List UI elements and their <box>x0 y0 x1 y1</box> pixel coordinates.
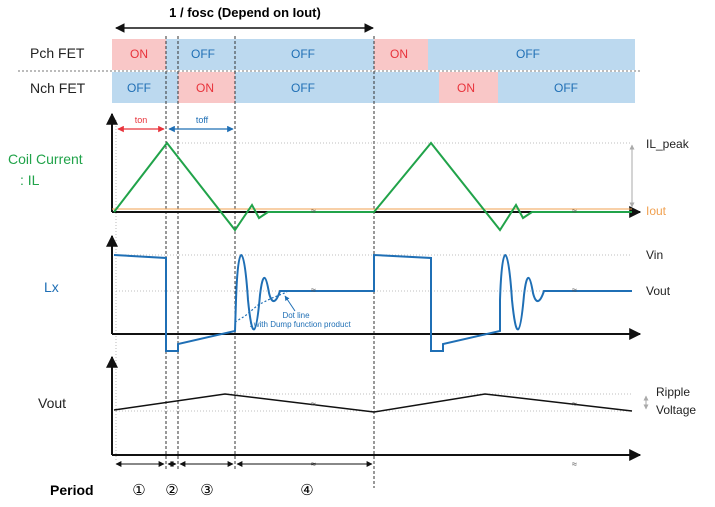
nch-on-2-text: ON <box>457 81 475 95</box>
ripple-label-2: Voltage <box>656 403 696 417</box>
ton-label: ton <box>135 115 148 125</box>
nch-fet-label: Nch FET <box>30 80 86 96</box>
lx-dump-dotline <box>234 291 288 323</box>
pch-seg-on-1 <box>112 39 166 70</box>
nch-seg-on-1 <box>178 72 235 103</box>
vout-waveform <box>113 393 633 413</box>
toff-label: toff <box>196 115 209 125</box>
nch-seg-on-2 <box>439 72 498 103</box>
pch-off-3-text: OFF <box>516 47 540 61</box>
svg-text:≈: ≈ <box>311 206 316 216</box>
iout-label: Iout <box>646 204 667 218</box>
il-peak-label: IL_peak <box>646 137 690 151</box>
pch-seg-off-1 <box>166 39 374 70</box>
period-label: Period <box>50 482 94 498</box>
pch-on-1-text: ON <box>130 47 148 61</box>
coil-current-label-1: Coil Current <box>8 151 83 167</box>
pch-seg-on-2 <box>374 39 428 70</box>
coil-current-waveform <box>113 141 632 232</box>
svg-text:≈: ≈ <box>572 399 577 409</box>
lx-label: Lx <box>44 279 59 295</box>
vin-label: Vin <box>646 248 663 262</box>
svg-text:≈: ≈ <box>311 285 316 295</box>
pch-off-1-text: OFF <box>191 47 215 61</box>
svg-text:≈: ≈ <box>311 399 316 409</box>
lx-vout-label: Vout <box>646 284 671 298</box>
nch-on-1-text: ON <box>196 81 214 95</box>
period-marker-4: ④ <box>300 482 313 499</box>
period-marker-3: ③ <box>200 482 213 499</box>
ripple-label-1: Ripple <box>656 385 690 399</box>
svg-text:≈: ≈ <box>572 206 577 216</box>
phase-boundaries <box>165 36 375 488</box>
svg-text:≈: ≈ <box>572 285 577 295</box>
nch-seg-off-3 <box>498 72 635 103</box>
pch-seg-off-2 <box>428 39 635 70</box>
lx-note-pointer <box>284 295 296 312</box>
pch-on-2-text: ON <box>390 47 408 61</box>
vout-label: Vout <box>38 395 66 411</box>
period-marker-2: ② <box>165 482 178 499</box>
period-marker-1: ① <box>132 482 145 499</box>
pch-off-2-text: OFF <box>291 47 315 61</box>
nch-seg-off-2 <box>235 72 439 103</box>
lx-note-line2: : with Dump function product <box>249 320 351 329</box>
lx-waveform <box>113 253 632 352</box>
nch-seg-off-1 <box>112 72 178 103</box>
period-span-label: 1 / fosc (Depend on Iout) <box>169 5 321 20</box>
nch-off-3-text: OFF <box>554 81 578 95</box>
pch-fet-label: Pch FET <box>30 45 85 61</box>
axis-break-marks: ≈ ≈ ≈ ≈ ≈ ≈ ≈ ≈ <box>311 206 577 469</box>
svg-text:≈: ≈ <box>572 459 577 469</box>
lx-note-line1: Dot line <box>282 311 310 320</box>
nch-off-2-text: OFF <box>291 81 315 95</box>
nch-off-1-text: OFF <box>127 81 151 95</box>
coil-current-label-2: : IL <box>20 172 40 188</box>
